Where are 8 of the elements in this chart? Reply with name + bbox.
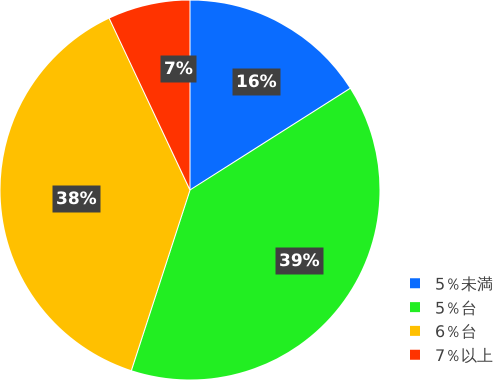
data-label: 7% <box>164 59 193 79</box>
data-label: 39% <box>279 251 320 271</box>
legend-label: 5％未満 <box>435 274 494 294</box>
legend-label: 7％以上 <box>435 346 494 365</box>
legend-label: 5％台 <box>435 298 478 318</box>
data-label: 16% <box>236 72 277 92</box>
legend-label: 6％台 <box>435 322 478 342</box>
data-label: 38% <box>56 189 97 209</box>
